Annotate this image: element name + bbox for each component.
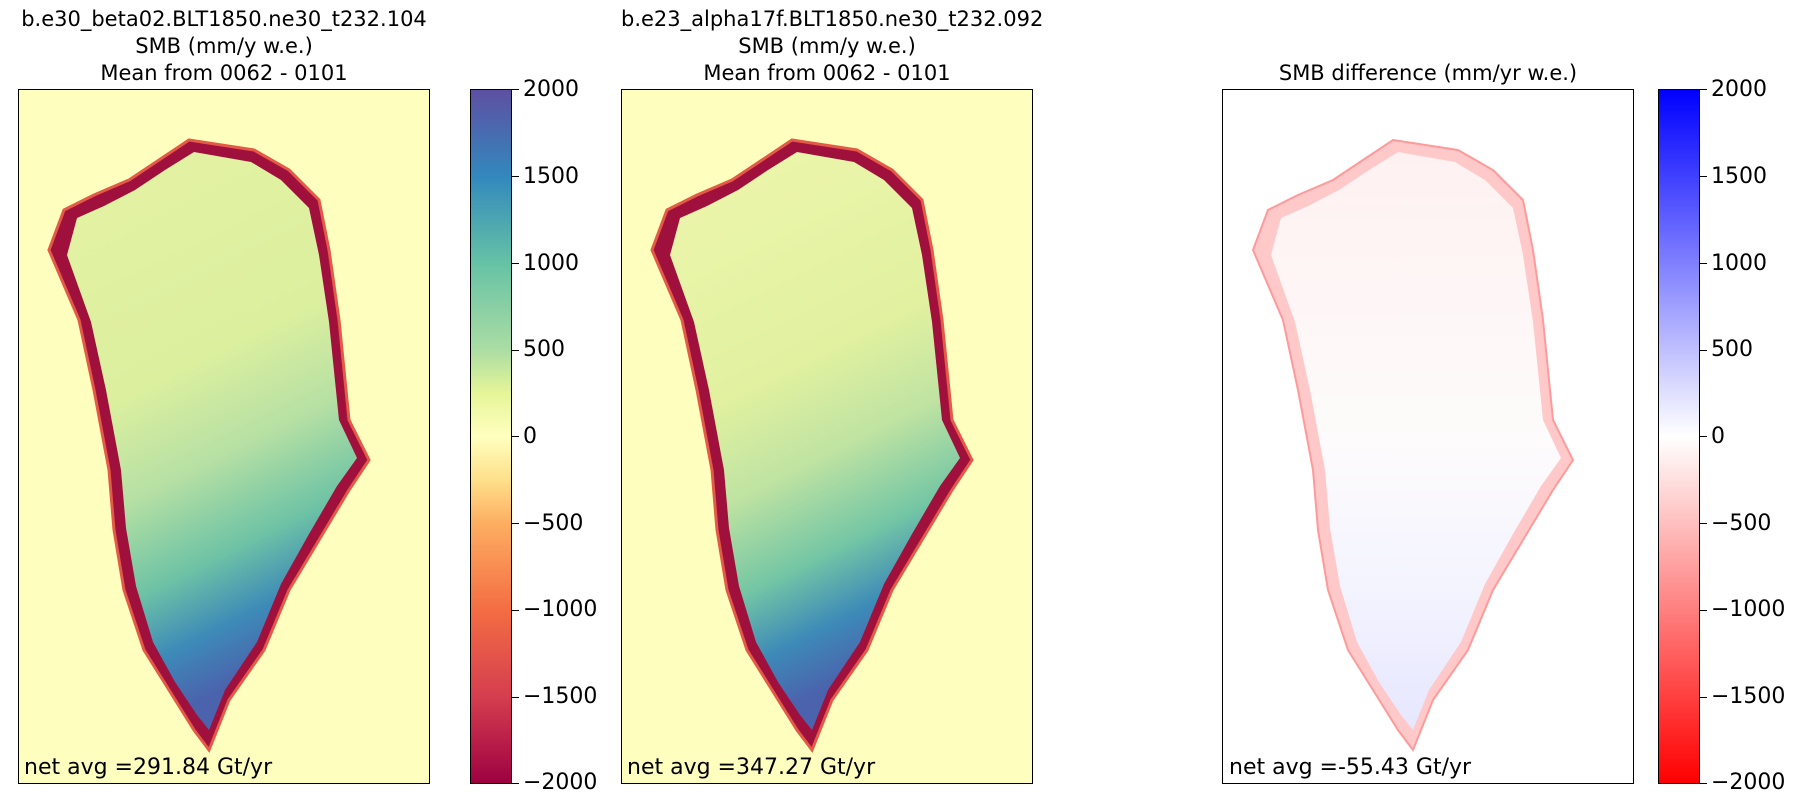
panel3-ice-interior: [1271, 152, 1561, 730]
colorbar-spectral: [470, 89, 512, 784]
cbar2-tick-5: [1700, 523, 1707, 524]
panel1-ice-interior: [67, 152, 357, 730]
cbar2-tick-label-4: 0: [1711, 424, 1725, 449]
cbar2-tick-label-5: −500: [1711, 511, 1772, 536]
panel3-title: SMB difference (mm/yr w.e.): [1222, 60, 1634, 87]
cbar1-tick-label-0: 2000: [523, 77, 579, 102]
cbar2-tick-2: [1700, 263, 1707, 264]
cbar2-tick-3: [1700, 350, 1707, 351]
cbar1-tick-label-2: 1000: [523, 251, 579, 276]
cbar1-tick-label-7: −1500: [523, 684, 598, 709]
cbar1-tick-2: [512, 263, 519, 264]
cbar2-tick-7: [1700, 697, 1707, 698]
panel2-ice-interior: [670, 152, 960, 730]
cbar2-tick-1: [1700, 176, 1707, 177]
panel2-title-line3: Mean from 0062 - 0101: [703, 61, 951, 85]
panel1-title: b.e30_beta02.BLT1850.ne30_t232.104 SMB (…: [18, 6, 430, 87]
cbar1-tick-label-5: −500: [523, 511, 584, 536]
cbar1-tick-3: [512, 350, 519, 351]
cbar2-tick-label-7: −1500: [1711, 684, 1786, 709]
cbar2-tick-label-8: −2000: [1711, 770, 1786, 795]
panel3-title-line1: SMB difference (mm/yr w.e.): [1278, 61, 1578, 85]
cbar1-tick-0: [512, 89, 519, 90]
cbar1-tick-label-4: 0: [523, 424, 537, 449]
colorbar-bwr: [1658, 89, 1700, 784]
panel2-map: [621, 89, 1033, 784]
cbar2-tick-label-6: −1000: [1711, 597, 1786, 622]
cbar1-tick-6: [512, 610, 519, 611]
cbar1-tick-label-8: −2000: [523, 770, 598, 795]
cbar2-tick-label-0: 2000: [1711, 77, 1767, 102]
panel1-net-avg: net avg =291.84 Gt/yr: [24, 755, 273, 780]
panel3-map: [1222, 89, 1634, 784]
panel1-title-line2: SMB (mm/y w.e.): [135, 34, 313, 58]
panel2-net-avg: net avg =347.27 Gt/yr: [627, 755, 876, 780]
panel3-net-avg: net avg =-55.43 Gt/yr: [1229, 755, 1472, 780]
cbar1-tick-4: [512, 436, 519, 437]
cbar2-tick-0: [1700, 89, 1707, 90]
cbar2-tick-6: [1700, 610, 1707, 611]
cbar2-tick-label-1: 1500: [1711, 164, 1767, 189]
cbar2-tick-4: [1700, 436, 1707, 437]
panel2-title: b.e23_alpha17f.BLT1850.ne30_t232.092 SMB…: [621, 6, 1044, 87]
panel1-title-line1: b.e30_beta02.BLT1850.ne30_t232.104: [21, 7, 427, 31]
panel1-map: [18, 89, 430, 784]
cbar2-tick-8: [1700, 783, 1707, 784]
panel2-svg: [650, 138, 974, 754]
cbar2-tick-label-2: 1000: [1711, 251, 1767, 276]
cbar1-tick-7: [512, 697, 519, 698]
cbar1-tick-label-3: 500: [523, 337, 565, 362]
panel2-title-line1: b.e23_alpha17f.BLT1850.ne30_t232.092: [621, 7, 1044, 31]
panel3-svg: [1251, 138, 1575, 753]
panel1-title-line3: Mean from 0062 - 0101: [100, 61, 348, 85]
cbar1-tick-label-6: −1000: [523, 597, 598, 622]
cbar2-tick-label-3: 500: [1711, 337, 1753, 362]
cbar1-tick-1: [512, 176, 519, 177]
panel2-title-line2: SMB (mm/y w.e.): [738, 34, 916, 58]
cbar1-tick-8: [512, 783, 519, 784]
cbar1-tick-5: [512, 523, 519, 524]
cbar1-tick-label-1: 1500: [523, 164, 579, 189]
panel1-svg: [47, 138, 371, 754]
